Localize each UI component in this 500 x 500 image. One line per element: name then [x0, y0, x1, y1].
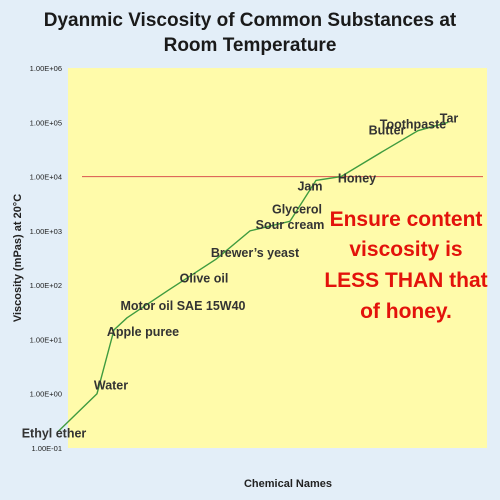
point-label: Honey [338, 172, 376, 186]
y-tick-label: 1.00E+06 [30, 64, 62, 73]
point-label: Apple puree [107, 325, 179, 339]
data-point-labels: Ethyl ether Water Apple puree Motor oil SAE… [22, 111, 459, 440]
point-label: Glycerol [272, 202, 322, 216]
viscosity-warning-note: Ensure content viscosity is LESS THAN th… [324, 208, 487, 323]
viscosity-series-line [57, 121, 449, 433]
point-label: Tar [440, 111, 459, 125]
y-tick-label: 1.00E+00 [30, 390, 62, 399]
y-tick-label: 1.00E+03 [30, 227, 62, 236]
point-label: Toothpaste [380, 118, 446, 132]
note-line-2: viscosity is [349, 238, 462, 261]
y-tick-label: 1.00E+05 [30, 118, 62, 127]
note-line-4: of honey. [360, 300, 452, 323]
point-label: Butter [369, 124, 406, 138]
x-axis-title: Chemical Names [244, 478, 332, 490]
y-tick-label: 1.00E+04 [30, 173, 62, 182]
point-label: Water [94, 379, 128, 393]
point-label: Motor oil SAE 15W40 [120, 299, 245, 313]
point-label: Olive oil [180, 271, 229, 285]
chart-title-line-1: Dyanmic Viscosity of Common Substances a… [44, 10, 457, 31]
note-line-1: Ensure content [330, 208, 483, 231]
y-tick-label: 1.00E+01 [30, 335, 62, 344]
point-label: Ethyl ether [22, 427, 87, 441]
point-label: Brewer’s yeast [211, 246, 300, 260]
point-label: Jam [297, 179, 322, 193]
y-tick-label: 1.00E+02 [30, 281, 62, 290]
y-axis-title: Viscosity (mPas) at 20°C [12, 194, 24, 322]
y-axis-ticks: 1.00E-01 1.00E+00 1.00E+01 1.00E+02 1.00E+03… [30, 64, 62, 453]
note-line-3: LESS THAN that [324, 269, 487, 292]
chart-title-line-2: Room Temperature [164, 35, 337, 56]
y-tick-label: 1.00E-01 [32, 444, 62, 453]
point-label: Sour cream [256, 218, 325, 232]
